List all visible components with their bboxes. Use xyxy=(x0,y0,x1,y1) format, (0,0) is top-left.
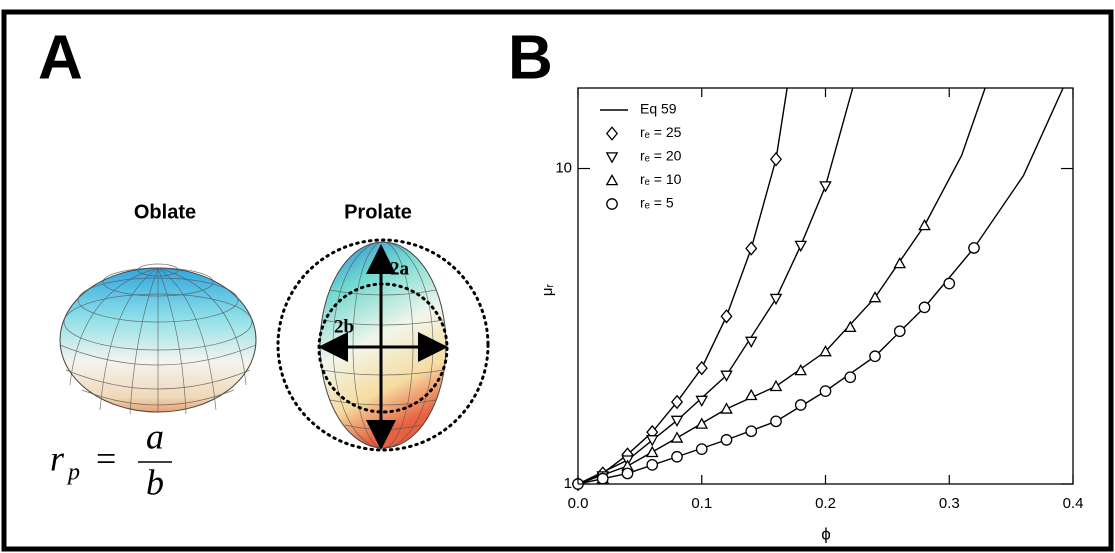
marker xyxy=(720,370,733,382)
marker xyxy=(819,181,832,193)
legend-label: Eq 59 xyxy=(640,101,677,117)
formula-symbol: r xyxy=(50,438,65,478)
marker xyxy=(869,350,881,363)
marker xyxy=(645,445,659,458)
marker xyxy=(843,320,857,333)
marker xyxy=(745,241,758,256)
legend-marker xyxy=(605,126,619,141)
marker xyxy=(670,415,684,428)
marker xyxy=(794,363,808,376)
shape-label: Prolate xyxy=(344,201,412,223)
marker xyxy=(670,394,684,410)
panel-label: A xyxy=(38,23,83,92)
marker xyxy=(596,472,609,485)
formula-equals: = xyxy=(96,438,116,478)
axis-label: 2a xyxy=(390,258,410,279)
marker xyxy=(695,360,708,376)
marker xyxy=(844,371,857,384)
marker xyxy=(670,431,684,443)
marker xyxy=(918,218,931,231)
marker xyxy=(794,399,807,411)
marker xyxy=(720,402,733,414)
fit-line xyxy=(578,88,854,484)
frame xyxy=(1,9,1114,552)
marker xyxy=(770,415,782,428)
marker xyxy=(769,293,783,306)
marker xyxy=(819,344,832,357)
marker xyxy=(819,385,832,397)
legend-label: rₑ = 10 xyxy=(640,171,682,187)
oblate-spheroid xyxy=(59,263,257,415)
panel-label: B xyxy=(508,23,553,92)
marker xyxy=(695,443,708,455)
x-tick-label: 0.2 xyxy=(815,495,836,512)
marker xyxy=(968,242,980,254)
legend-marker xyxy=(605,152,619,164)
marker xyxy=(744,388,758,401)
marker xyxy=(720,309,733,324)
legend-label: rₑ = 25 xyxy=(640,124,682,140)
plot-area xyxy=(571,88,1064,492)
marker xyxy=(893,256,907,269)
y-axis-label: μᵣ xyxy=(539,283,556,296)
x-tick-label: 0.4 xyxy=(1063,495,1084,512)
marker xyxy=(695,417,709,429)
x-axis-label: ϕ xyxy=(821,524,831,543)
x-tick-label: 0.1 xyxy=(691,495,712,512)
marker xyxy=(769,379,783,392)
formula-subscript: p xyxy=(66,460,80,486)
marker xyxy=(943,277,956,290)
legend-marker xyxy=(605,173,619,186)
marker xyxy=(720,434,733,446)
marker xyxy=(695,395,709,407)
marker xyxy=(893,325,906,338)
y-tick-label: 1 xyxy=(564,475,572,492)
fit-line xyxy=(578,88,788,484)
legend-label: rₑ = 20 xyxy=(640,148,682,164)
marker xyxy=(868,290,882,303)
marker xyxy=(744,336,758,349)
x-tick-label: 0.3 xyxy=(939,495,960,512)
prolate-spheroid xyxy=(276,238,490,452)
formula-denominator: b xyxy=(146,462,164,502)
marker xyxy=(769,152,783,167)
marker xyxy=(621,467,634,480)
marker xyxy=(745,425,758,438)
x-tick-label: 0.0 xyxy=(568,495,589,512)
legend-marker xyxy=(606,198,618,210)
marker xyxy=(794,240,808,253)
formula: r p = a b xyxy=(50,416,172,502)
legend-label: rₑ = 5 xyxy=(640,195,674,211)
marker xyxy=(918,301,931,314)
axis-label: 2b xyxy=(334,316,354,337)
shape-label: Oblate xyxy=(134,201,196,223)
formula-numerator: a xyxy=(146,416,164,456)
marker xyxy=(671,450,683,463)
marker xyxy=(645,435,659,447)
y-tick-label: 10 xyxy=(555,159,572,176)
marker xyxy=(646,459,659,471)
